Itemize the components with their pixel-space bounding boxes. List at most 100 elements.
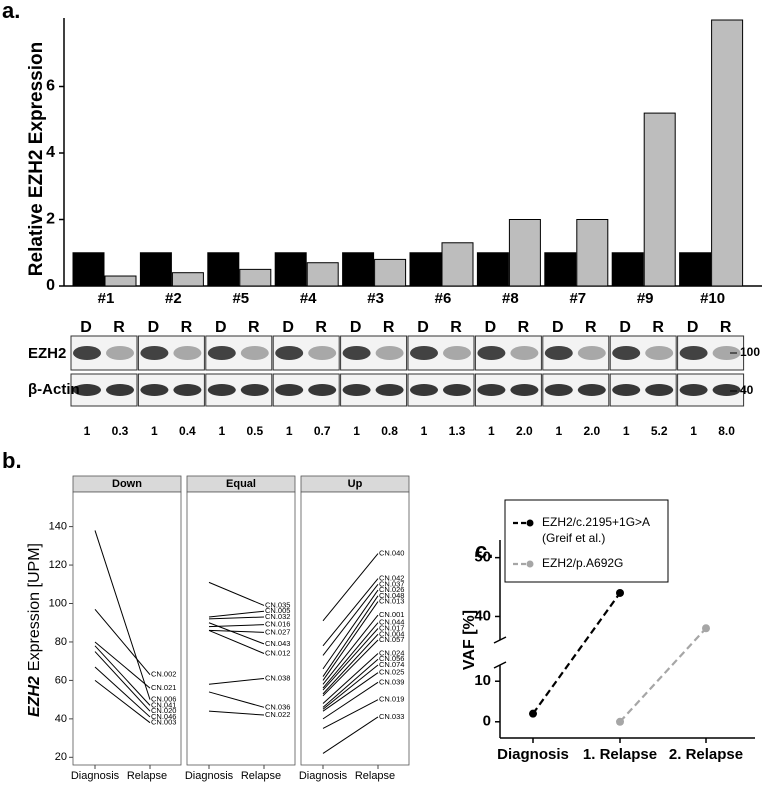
x-tick-label: Relapse xyxy=(127,770,167,782)
legend-box xyxy=(504,499,669,583)
series-label: CN.001 xyxy=(379,610,404,619)
series-label: CN.024 xyxy=(379,648,404,657)
point xyxy=(616,717,624,726)
x-tick-label: #1 xyxy=(98,290,115,307)
blot-band xyxy=(173,384,202,396)
y-tick-label: 120 xyxy=(49,559,67,571)
x-tick-label: #9 xyxy=(637,290,654,307)
lane-label: R xyxy=(383,319,395,336)
series-label: CN.020 xyxy=(151,706,176,715)
series-label: CN.004 xyxy=(379,629,404,638)
blot-band xyxy=(477,346,506,360)
x-tick-label: #2 xyxy=(165,290,182,307)
blot-band xyxy=(612,346,641,360)
series-line xyxy=(322,716,379,754)
blot-band xyxy=(73,346,101,360)
blot-band xyxy=(106,346,134,360)
x-tick-label: Diagnosis xyxy=(497,746,569,763)
series-label: CN.027 xyxy=(265,627,290,636)
x-tick-label: #5 xyxy=(232,290,249,307)
marker-label: 40 xyxy=(740,383,754,397)
blot-band xyxy=(106,384,134,396)
series-line xyxy=(94,651,151,712)
series-label: CN.037 xyxy=(379,579,404,588)
blot-band xyxy=(375,384,404,396)
blot-band xyxy=(240,346,269,360)
blot-band xyxy=(410,384,438,396)
x-tick-label: #4 xyxy=(300,290,317,307)
axis-break xyxy=(493,661,507,669)
series-line xyxy=(322,639,379,697)
blot-band xyxy=(173,346,202,360)
quant-label: 8.0 xyxy=(718,424,735,438)
bar xyxy=(72,252,105,287)
series-line xyxy=(208,610,265,618)
blot-band xyxy=(679,346,708,360)
quant-label: 1 xyxy=(84,424,91,438)
point xyxy=(529,709,537,718)
blot-band xyxy=(443,384,471,396)
bar xyxy=(207,252,240,287)
bar xyxy=(476,252,509,287)
lane-label: D xyxy=(687,319,699,336)
series-line xyxy=(322,583,379,656)
quant-label: 0.8 xyxy=(381,424,398,438)
bar xyxy=(139,252,172,287)
blot-band xyxy=(577,384,606,396)
series-line xyxy=(94,641,151,689)
y-tick-label: 20 xyxy=(55,751,67,763)
series-line xyxy=(94,608,151,675)
blot-band xyxy=(443,346,471,360)
legend-text: EZH2/p.A692G xyxy=(542,556,624,570)
series-line xyxy=(208,629,265,654)
legend-point xyxy=(526,519,534,527)
row-label: EZH2 xyxy=(28,345,66,362)
quant-label: 0.5 xyxy=(246,424,263,438)
quant-label: 2.0 xyxy=(516,424,533,438)
y-tick-label: 60 xyxy=(55,674,67,686)
series-label: CN.021 xyxy=(151,683,176,692)
x-tick-label: Diagnosis xyxy=(71,770,120,782)
bar xyxy=(274,252,307,287)
series-line xyxy=(208,616,265,620)
series-label: CN.006 xyxy=(151,695,176,704)
quant-label: 2.0 xyxy=(583,424,600,438)
series-label: CN.019 xyxy=(379,695,404,704)
blot-band xyxy=(612,384,641,396)
series-line xyxy=(208,581,265,606)
quant-label: 5.2 xyxy=(651,424,668,438)
y-tick-label: 6 xyxy=(46,78,55,95)
bar xyxy=(104,275,137,287)
x-tick-label: Diagnosis xyxy=(299,770,348,782)
bar xyxy=(711,19,744,287)
series-label: CN.002 xyxy=(151,670,176,679)
y-axis-label: EZH2 Expression [UPM] xyxy=(26,543,43,717)
series-label: CN.046 xyxy=(151,712,176,721)
y-tick-label: 0 xyxy=(483,713,491,730)
x-tick-label: 2. Relapse xyxy=(669,746,743,763)
series-line xyxy=(322,601,379,681)
y-tick-label: 10 xyxy=(474,672,491,689)
bar xyxy=(409,252,442,287)
series-line xyxy=(322,628,379,691)
x-tick-label: 1. Relapse xyxy=(583,746,657,763)
blot-band xyxy=(308,346,337,360)
bar xyxy=(171,272,204,287)
y-tick-label: 40 xyxy=(474,607,491,624)
quant-label: 1 xyxy=(353,424,360,438)
bar xyxy=(239,268,272,287)
quant-label: 1 xyxy=(623,424,630,438)
x-tick-label: #10 xyxy=(700,290,725,307)
series-label: CN.026 xyxy=(379,585,404,594)
series-label: CN.035 xyxy=(265,600,290,609)
y-tick-label: 4 xyxy=(46,144,55,161)
lane-label: D xyxy=(215,319,227,336)
lane-label: R xyxy=(518,319,530,336)
bar xyxy=(441,242,474,287)
legend-entry: EZH2/p.A692G xyxy=(542,556,624,570)
blot-band xyxy=(275,346,304,360)
lane-label: R xyxy=(652,319,664,336)
bar xyxy=(576,219,609,287)
y-axis-label: Relative EZH2 Expression xyxy=(26,42,47,276)
